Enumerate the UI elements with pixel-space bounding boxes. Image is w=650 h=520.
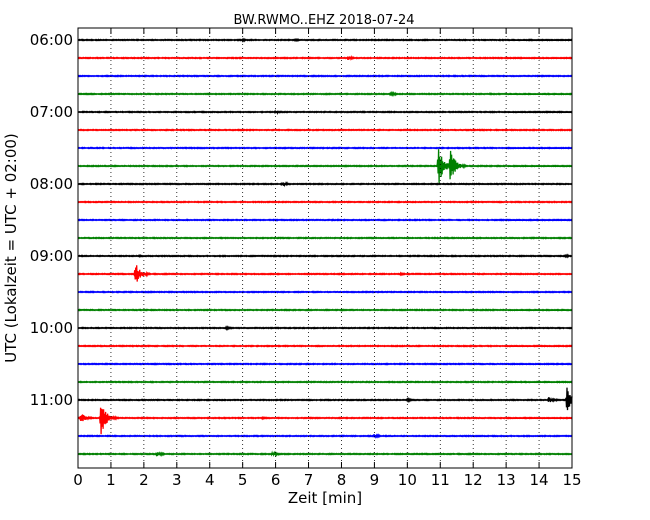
y-axis-ticks: 06:00 07:00 08:00 09:00 10:00 11:00 (30, 31, 572, 409)
x-tick-label: 9 (370, 471, 380, 489)
x-tick-label: 10 (398, 471, 417, 489)
y-tick-label: 10:00 (30, 319, 73, 337)
trace-row-0615 (77, 55, 573, 61)
trace-row-0900 (77, 253, 573, 259)
trace-row-0600 (77, 37, 573, 43)
x-tick-label: 11 (431, 471, 450, 489)
trace-row-1115 (77, 407, 573, 435)
x-axis-ticks: 0 1 2 3 4 5 6 7 8 9 10 11 12 13 14 15 (73, 28, 582, 489)
trace-row-0730 (77, 146, 573, 150)
x-tick-label: 3 (172, 471, 182, 489)
x-tick-label: 0 (73, 471, 83, 489)
x-tick-label: 4 (205, 471, 215, 489)
x-tick-label: 14 (530, 471, 549, 489)
x-tick-label: 12 (464, 471, 483, 489)
x-tick-label: 6 (271, 471, 281, 489)
trace-row-0700 (77, 109, 573, 116)
trace-row-0645 (77, 90, 573, 98)
trace-row-0930 (77, 290, 573, 294)
y-tick-label: 08:00 (30, 175, 73, 193)
trace-row-1030 (77, 362, 573, 366)
trace-group (77, 37, 573, 458)
trace-row-0945 (77, 307, 573, 312)
x-tick-label: 8 (337, 471, 347, 489)
x-tick-label: 2 (139, 471, 149, 489)
trace-row-1000 (77, 324, 573, 331)
trace-row-1100 (77, 387, 573, 411)
y-tick-label: 07:00 (30, 103, 73, 121)
trace-row-0630 (77, 74, 573, 78)
trace-row-0800 (77, 180, 573, 188)
trace-row-0845 (77, 236, 573, 240)
chart-title: BW.RWMO..EHZ 2018-07-24 (233, 13, 414, 28)
trace-row-1015 (77, 344, 573, 348)
trace-row-0830 (77, 218, 573, 222)
grid-lines (110, 28, 540, 468)
trace-row-0745 (77, 149, 573, 184)
x-axis-label: Zeit [min] (288, 489, 362, 507)
trace-row-1045 (77, 380, 573, 384)
y-axis-label: UTC (Lokalzeit = UTC + 02:00) (2, 133, 20, 363)
x-tick-label: 13 (497, 471, 516, 489)
trace-row-0715 (77, 128, 573, 132)
trace-row-0915 (77, 265, 573, 282)
plot-frame (77, 27, 573, 469)
x-tick-label: 1 (106, 471, 116, 489)
x-tick-label: 15 (562, 471, 581, 489)
trace-row-0815 (77, 200, 573, 204)
y-tick-label: 06:00 (30, 31, 73, 49)
y-tick-label: 11:00 (30, 391, 73, 409)
trace-row-1130 (77, 433, 573, 439)
x-tick-label: 5 (238, 471, 248, 489)
x-tick-label: 7 (304, 471, 314, 489)
y-tick-label: 09:00 (30, 247, 73, 265)
trace-row-1145 (77, 450, 573, 458)
